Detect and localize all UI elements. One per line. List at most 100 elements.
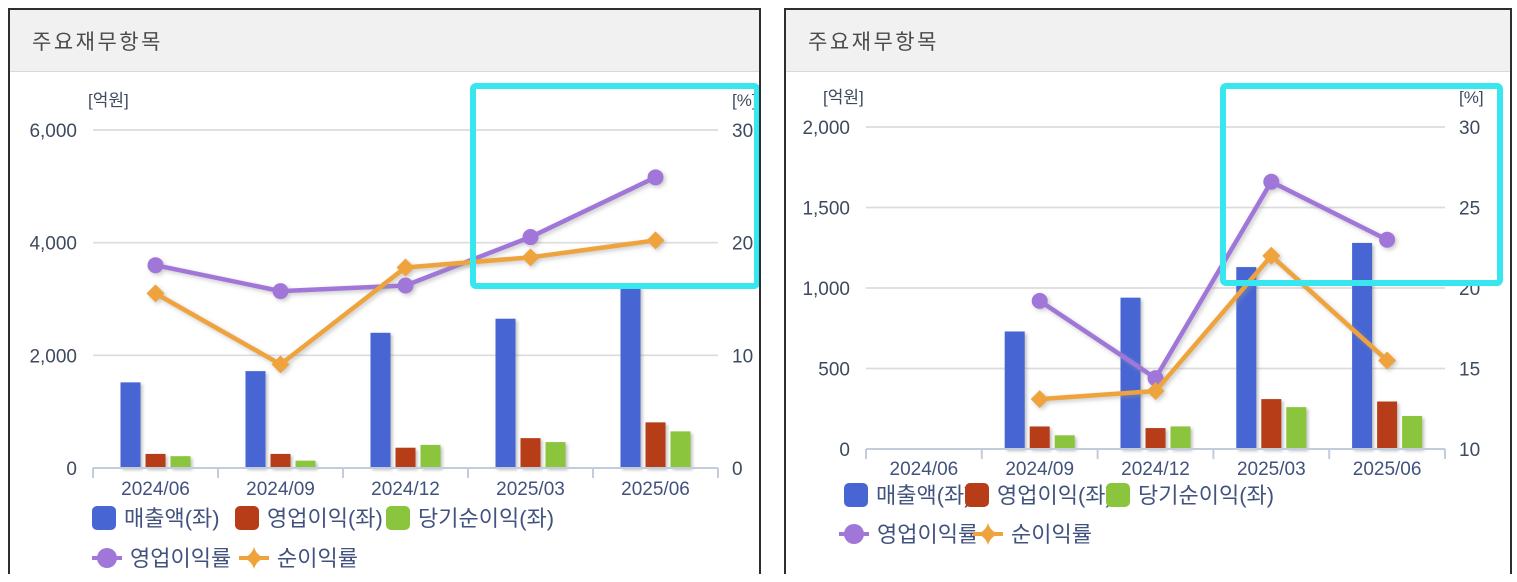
- svg-text:순이익률: 순이익률: [1011, 522, 1092, 547]
- svg-text:2024/09: 2024/09: [1005, 459, 1074, 480]
- y-axis-right: 30 20 10 0 [%]: [732, 91, 757, 480]
- bars-revenue: [120, 286, 641, 468]
- legend-swatch-revenue: [844, 483, 868, 507]
- point-circle-marker: [1031, 292, 1048, 309]
- legend-swatch-operating-profit: [965, 483, 989, 507]
- svg-text:[%]: [%]: [1459, 88, 1484, 107]
- line-net-margin: [1030, 246, 1397, 409]
- x-axis-labels: 2024/06 2024/09 2024/12 2025/03 2025/06: [121, 479, 690, 500]
- legend-bar-series: 매출액(좌) 영업이익(좌) 당기순이익(좌): [92, 506, 554, 531]
- point-diamond-marker: [1030, 390, 1049, 409]
- svg-text:2024/09: 2024/09: [246, 479, 315, 500]
- svg-text:당기순이익(좌): 당기순이익(좌): [418, 506, 554, 531]
- bar-operating-profit: [1377, 401, 1398, 449]
- bars-operating-profit: [145, 422, 666, 468]
- svg-text:영업이익(좌): 영업이익(좌): [997, 483, 1113, 508]
- bar-revenue: [245, 371, 266, 468]
- panel-header: 주요재무항목: [10, 10, 759, 72]
- svg-text:2024/06: 2024/06: [121, 479, 190, 500]
- bar-net-profit: [1402, 415, 1423, 449]
- svg-text:매출액(좌): 매출액(좌): [124, 506, 220, 531]
- svg-text:6,000: 6,000: [29, 121, 77, 142]
- bar-operating-profit: [1261, 399, 1282, 449]
- bar-revenue: [1004, 331, 1025, 449]
- svg-text:4,000: 4,000: [29, 234, 77, 255]
- bar-net-profit: [295, 460, 316, 468]
- bar-net-profit: [1054, 435, 1075, 449]
- svg-text:0: 0: [732, 459, 743, 480]
- svg-text:2025/03: 2025/03: [1237, 459, 1306, 480]
- bar-operating-profit: [1029, 426, 1050, 449]
- point-circle-marker: [522, 229, 539, 246]
- bar-revenue: [1352, 242, 1373, 449]
- combo-chart-svg: 2,0001,5001,0005000[억원]3025201510[%]2024…: [802, 83, 1503, 547]
- point-diamond-marker: [521, 248, 540, 267]
- legend-swatch-net-profit: [1106, 483, 1130, 507]
- svg-text:2,000: 2,000: [802, 118, 850, 139]
- bar-groups: [1004, 242, 1423, 449]
- svg-text:20: 20: [732, 234, 753, 255]
- legend-star-marker: [977, 523, 999, 545]
- financial-summary-panel-1: 주요재무항목 6,000 4,000 2,000 0 [억원] 30 20 10 0 [%] 202…: [8, 8, 761, 577]
- legend-circle-marker: [97, 548, 117, 568]
- point-circle-marker: [1263, 173, 1280, 190]
- svg-text:영업이익(좌): 영업이익(좌): [267, 506, 383, 531]
- svg-text:25: 25: [1459, 199, 1480, 220]
- bar-revenue: [120, 382, 141, 468]
- point-diamond-marker: [646, 231, 665, 250]
- svg-text:2024/06: 2024/06: [890, 459, 959, 480]
- svg-text:2024/12: 2024/12: [1121, 459, 1190, 480]
- svg-text:15: 15: [1459, 360, 1480, 381]
- point-diamond-marker: [1146, 382, 1165, 401]
- legend-circle-marker: [844, 524, 864, 544]
- point-circle-marker: [272, 283, 289, 300]
- svg-text:0: 0: [839, 440, 850, 461]
- bar-revenue: [495, 318, 516, 468]
- bar-net-profit: [1170, 426, 1191, 449]
- point-diamond-marker: [146, 284, 165, 303]
- bar-operating-profit: [645, 422, 666, 468]
- bar-operating-profit: [145, 453, 166, 468]
- point-circle-marker: [1147, 370, 1164, 387]
- svg-text:10: 10: [1459, 440, 1480, 461]
- bar-net-profit: [545, 442, 566, 468]
- y-axis-left: 6,000 4,000 2,000 0 [억원]: [29, 91, 128, 480]
- bar-net-profit: [420, 444, 441, 468]
- bar-net-profit: [1286, 407, 1307, 449]
- bar-net-profit: [170, 456, 191, 468]
- point-circle-marker: [397, 277, 414, 294]
- svg-text:10: 10: [732, 346, 753, 367]
- bars-net-profit: [1054, 407, 1423, 449]
- point-circle-marker: [647, 169, 664, 186]
- bar-operating-profit: [395, 447, 416, 468]
- svg-text:2025/06: 2025/06: [621, 479, 690, 500]
- legend-star-marker: [243, 547, 265, 569]
- line-net-margin: [146, 231, 665, 374]
- svg-text:[억원]: [억원]: [88, 91, 129, 110]
- line-operating-margin: [1031, 173, 1396, 387]
- highlight-box: [1220, 83, 1503, 286]
- bars-revenue: [1004, 242, 1373, 449]
- financial-summary-panel-2: 주요재무항목 2,000 1,500 1,000 500 0 [억원] 30 25 20 15 10…: [784, 8, 1512, 577]
- point-circle-marker: [1379, 231, 1396, 248]
- svg-text:영업이익률: 영업이익률: [130, 546, 231, 571]
- svg-text:2,000: 2,000: [29, 346, 77, 367]
- gridlines: [866, 126, 1445, 370]
- point-diamond-marker: [396, 258, 415, 277]
- svg-text:매출액(좌): 매출액(좌): [876, 483, 972, 508]
- svg-text:당기순이익(좌): 당기순이익(좌): [1138, 483, 1274, 508]
- bar-operating-profit: [270, 453, 291, 468]
- bars-net-profit: [170, 431, 691, 468]
- gridlines: [93, 129, 718, 357]
- bar-revenue: [1120, 297, 1141, 449]
- bar-revenue: [620, 286, 641, 468]
- point-diamond-marker: [271, 355, 290, 374]
- svg-text:1,500: 1,500: [802, 199, 850, 220]
- line-operating-margin: [147, 169, 664, 300]
- x-axis: [92, 467, 719, 478]
- bar-revenue: [370, 332, 391, 468]
- svg-text:2024/12: 2024/12: [371, 479, 440, 500]
- svg-text:[억원]: [억원]: [823, 88, 864, 107]
- x-axis: [865, 448, 1446, 459]
